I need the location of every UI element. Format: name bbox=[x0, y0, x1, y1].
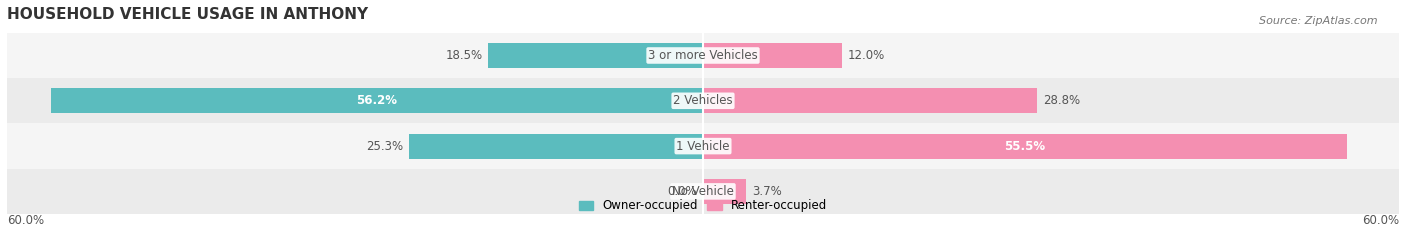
Text: 12.0%: 12.0% bbox=[848, 49, 886, 62]
Legend: Owner-occupied, Renter-occupied: Owner-occupied, Renter-occupied bbox=[574, 195, 832, 217]
Text: 60.0%: 60.0% bbox=[7, 214, 44, 227]
Bar bbox=[703, 43, 842, 68]
Text: 60.0%: 60.0% bbox=[1362, 214, 1399, 227]
Bar bbox=[703, 134, 1347, 159]
Bar bbox=[488, 43, 703, 68]
Bar bbox=[703, 88, 1038, 113]
Text: 25.3%: 25.3% bbox=[367, 140, 404, 153]
Text: 3.7%: 3.7% bbox=[752, 185, 782, 198]
Bar bbox=[7, 169, 1399, 214]
Text: HOUSEHOLD VEHICLE USAGE IN ANTHONY: HOUSEHOLD VEHICLE USAGE IN ANTHONY bbox=[7, 7, 368, 22]
Text: 55.5%: 55.5% bbox=[1004, 140, 1046, 153]
Bar bbox=[703, 179, 747, 204]
Text: 56.2%: 56.2% bbox=[357, 94, 398, 107]
Text: Source: ZipAtlas.com: Source: ZipAtlas.com bbox=[1260, 16, 1378, 26]
Text: 18.5%: 18.5% bbox=[446, 49, 482, 62]
Bar bbox=[7, 33, 1399, 78]
Bar bbox=[7, 78, 1399, 124]
Bar bbox=[409, 134, 703, 159]
Text: 0.0%: 0.0% bbox=[668, 185, 697, 198]
Text: 3 or more Vehicles: 3 or more Vehicles bbox=[648, 49, 758, 62]
Bar bbox=[7, 124, 1399, 169]
Text: 28.8%: 28.8% bbox=[1043, 94, 1080, 107]
Text: 1 Vehicle: 1 Vehicle bbox=[676, 140, 730, 153]
Bar bbox=[51, 88, 703, 113]
Text: 2 Vehicles: 2 Vehicles bbox=[673, 94, 733, 107]
Text: No Vehicle: No Vehicle bbox=[672, 185, 734, 198]
